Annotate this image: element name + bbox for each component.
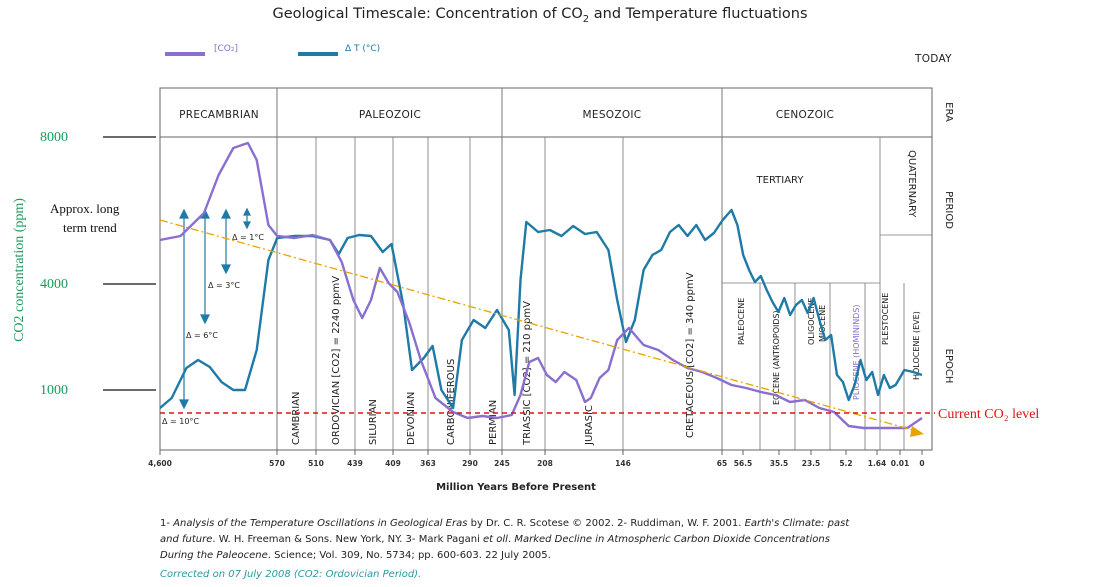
x-tick-label: 439 xyxy=(347,459,363,468)
trend-label-line1: Approx. long xyxy=(50,201,120,216)
period-carboniferous: CARBONIFEROUS xyxy=(446,359,457,445)
x-tick-label: 0 xyxy=(919,459,924,468)
era-dividers xyxy=(276,88,723,450)
row-label-period: PERIOD xyxy=(943,191,954,229)
x-axis-label: Million Years Before Present xyxy=(436,482,596,493)
epoch-paleocene: PALEOCENE xyxy=(737,298,746,345)
x-tick-label: 65 xyxy=(717,459,727,468)
chart-frame xyxy=(159,87,933,451)
reference-line-3: During the Paleocene. Science; Vol. 309,… xyxy=(160,550,551,561)
period-permian: PERMIAN xyxy=(488,400,499,445)
epoch-eocene: EOCENE (ANTROPOIDS) xyxy=(772,310,781,405)
x-axis-ticks: 4,600 570 510 439 409 363 290 245 208 146 65 56.5 35… xyxy=(148,450,925,468)
y-tick-1000: 1000 xyxy=(40,383,68,398)
epoch-holocene: HOLOCENE (EVE) xyxy=(912,311,921,380)
correction-note: Corrected on 07 July 2008 (CO2: Ordovici… xyxy=(160,569,421,580)
row-label-epoch: EPOCH xyxy=(943,349,954,384)
x-tick-label: 510 xyxy=(308,459,324,468)
trend-arrowhead xyxy=(910,426,924,437)
x-tick-label: 35.5 xyxy=(770,459,789,468)
series-co2-line xyxy=(159,141,923,430)
legend: [CO₂] Δ T (°C) xyxy=(165,44,380,56)
trend-label-line2: term trend xyxy=(63,220,117,235)
today-label: TODAY xyxy=(914,53,952,65)
temp-scale-1c: Δ = 1°C xyxy=(232,233,264,242)
reference-line-2: and future. W. H. Freeman & Sons. New Yo… xyxy=(160,534,830,545)
epoch-miocene: MIOCENE xyxy=(818,305,827,342)
legend-co2-label: [CO₂] xyxy=(214,44,238,54)
x-tick-label: 56.5 xyxy=(734,459,753,468)
temp-scale-10c: Δ = 10°C xyxy=(162,417,199,426)
temp-scale-6c: Δ = 6°C xyxy=(186,331,218,340)
row-label-era: ERA xyxy=(943,102,954,122)
x-tick-label: 208 xyxy=(537,459,553,468)
period-silurian: SILURIAN xyxy=(368,399,379,445)
x-tick-label: 290 xyxy=(462,459,478,468)
epoch-dividers xyxy=(722,282,905,450)
current-co2-label: Current CO₂ level xyxy=(938,407,1039,422)
long-term-trend-line xyxy=(159,219,921,433)
x-tick-label: 363 xyxy=(420,459,436,468)
era-precambrian: PRECAMBRIAN xyxy=(179,109,259,121)
period-devonian: DEVONIAN xyxy=(406,392,417,445)
y-axis-label: CO2 concentration (ppm) xyxy=(12,198,27,342)
y-tick-marks xyxy=(103,136,156,391)
x-tick-label: 1.64 xyxy=(868,459,887,468)
period-cambrian: CAMBRIAN xyxy=(291,391,302,445)
x-tick-label: 409 xyxy=(385,459,401,468)
epoch-plestocene: PLESTOCENE xyxy=(881,293,890,345)
era-cenozoic: CENOZOIC xyxy=(776,109,834,121)
x-tick-label: 4,600 xyxy=(148,459,172,468)
period-tertiary: TERTIARY xyxy=(756,175,805,186)
epoch-pliocene: PLIOCENE (HOMININDS) xyxy=(852,304,861,400)
era-paleozoic: PALEOZOIC xyxy=(359,109,421,121)
x-tick-label: 5.2 xyxy=(839,459,852,468)
reference-line-1: 1- Analysis of the Temperature Oscillati… xyxy=(160,518,850,529)
y-tick-8000: 8000 xyxy=(40,130,68,145)
chart-title: Geological Timescale: Concentration of C… xyxy=(272,6,807,25)
period-dividers xyxy=(315,137,932,450)
period-cretaceous: CRETACEOUS [CO2] = 340 ppmV xyxy=(685,272,696,438)
era-mesozoic: MESOZOIC xyxy=(583,109,642,121)
x-tick-label: 570 xyxy=(269,459,285,468)
period-jurasic: JURASIC xyxy=(584,405,595,446)
period-triassic: TRIASSIC [CO2] = 210 ppmV xyxy=(522,301,533,446)
temp-scale-3c: Δ = 3°C xyxy=(208,281,240,290)
x-tick-label: 23.5 xyxy=(802,459,821,468)
x-tick-label: 0.01 xyxy=(891,459,910,468)
x-tick-label: 146 xyxy=(615,459,631,468)
y-tick-4000: 4000 xyxy=(40,277,68,292)
legend-temp-label: Δ T (°C) xyxy=(345,44,380,54)
x-tick-label: 245 xyxy=(494,459,510,468)
period-quaternary: QUATERNARY xyxy=(906,150,917,218)
epoch-oligocene: OLIGOCENE xyxy=(807,298,816,345)
period-ordovician: ORDOVICIAN [CO2] = 2240 ppmV xyxy=(331,276,342,445)
